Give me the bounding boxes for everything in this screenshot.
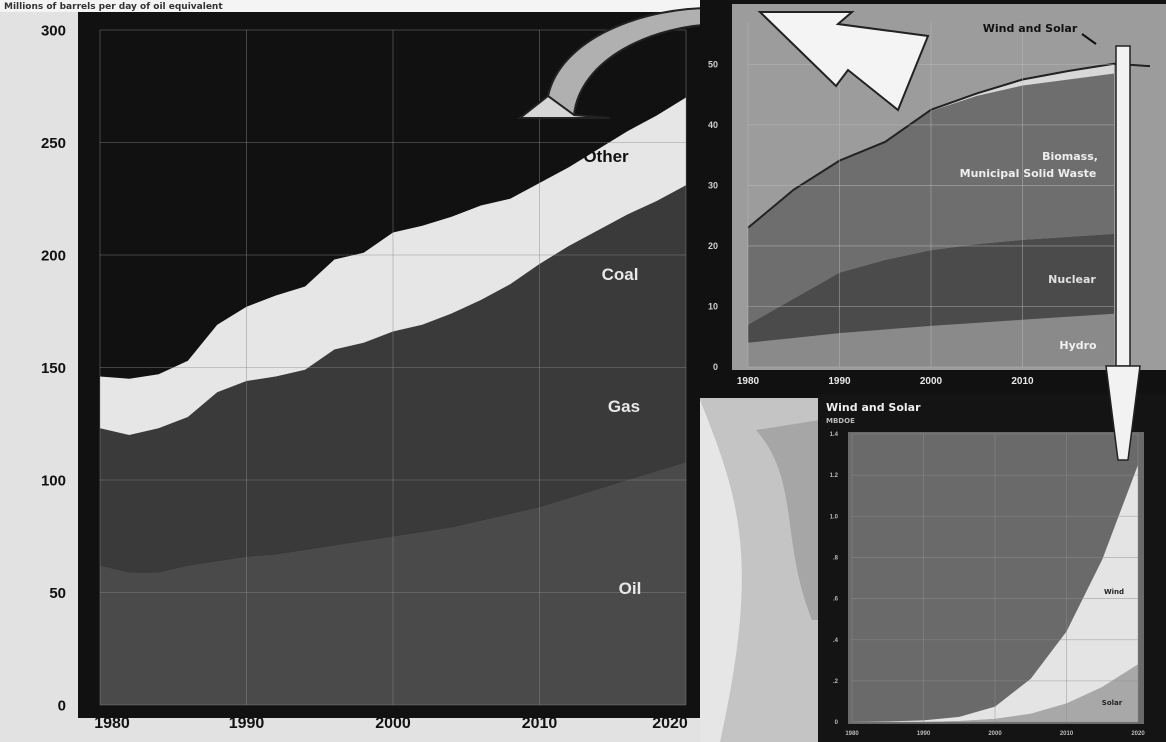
connector-arrow-head: [517, 94, 611, 119]
x-tick-label: 1980: [845, 731, 859, 737]
x-tick-label: 2000: [920, 376, 943, 387]
inset1-y-tick-labels: 0 10 20 30 40 50: [708, 60, 718, 373]
y-tick-label: 300: [41, 22, 66, 39]
x-tick-label: 1990: [229, 715, 265, 732]
y-tick-label: 0: [58, 697, 66, 714]
down-arrow-shaft: [1115, 45, 1131, 367]
label-coal: Coal: [602, 265, 639, 284]
inset-other-breakdown: 0 10 20 30 40 50 1980 1990 2000 2010 Wind and So…: [700, 0, 1166, 398]
x-tick-label: 2020: [652, 715, 688, 732]
x-tick-label: 1980: [94, 715, 130, 732]
label-biomass-line2: Municipal Solid Waste: [960, 167, 1097, 180]
y-tick-label: 200: [41, 247, 66, 264]
label-oil: Oil: [619, 579, 642, 598]
x-tick-label: 2020: [1131, 731, 1145, 737]
y-tick-label: .4: [833, 638, 839, 644]
y-tick-label: 20: [708, 241, 718, 251]
y-tick-label: 30: [708, 181, 718, 191]
x-tick-label: 2010: [1060, 731, 1074, 737]
main-series-labels: Other Coal Gas Oil: [583, 147, 641, 598]
label-gas: Gas: [608, 397, 640, 416]
inset2-y-tick-labels: 0 .2 .4 .6 .8 1.0 1.2 1.4: [830, 432, 839, 726]
y-tick-label: 150: [41, 360, 66, 377]
main-gridlines: [99, 29, 687, 706]
x-tick-label: 2010: [522, 715, 558, 732]
label-biomass-line1: Biomass,: [1042, 150, 1098, 163]
main-y-tick-labels: 0 50 100 150 200 250 300: [41, 22, 66, 714]
label-biomass: Biomass, Municipal Solid Waste: [960, 150, 1098, 180]
label-nuclear: Nuclear: [1048, 273, 1096, 286]
inset2-title: Wind and Solar: [826, 401, 921, 414]
inset-wind-solar: Wind and Solar MBDOE 0.2.4.6.81.01.21.4 …: [818, 394, 1166, 742]
y-tick-label: 40: [708, 120, 718, 130]
inset2-subtitle: MBDOE: [826, 417, 855, 425]
label-hydro: Hydro: [1059, 339, 1097, 352]
y-tick-label: .8: [833, 556, 839, 562]
y-tick-label: 100: [41, 472, 66, 489]
wind-solar-edge-line: [747, 62, 1151, 229]
label-other: Other: [583, 147, 629, 166]
y-tick-label: 50: [708, 60, 718, 70]
y-tick-label: .6: [833, 597, 839, 603]
y-tick-label: 0: [835, 720, 839, 726]
label-solar: Solar: [1102, 699, 1123, 707]
decorative-texture-swirl: [700, 400, 742, 742]
y-tick-label: 250: [41, 135, 66, 152]
wind-solar-pointer: [1081, 33, 1097, 45]
down-arrow-head: [1105, 365, 1141, 461]
y-tick-label: 50: [49, 585, 66, 602]
inset1-overlay-arrow: [757, 11, 930, 112]
y-tick-label: 1.4: [830, 432, 839, 438]
inset2-gridlines: [851, 433, 1139, 723]
inset2-x-tick-labels: 1980 1990 2000 2010 2020: [845, 731, 1145, 737]
inset1-x-tick-labels: 1980 1990 2000 2010: [737, 376, 1034, 387]
label-wind-and-solar: Wind and Solar: [983, 22, 1078, 35]
main-x-tick-labels: 1980 1990 2000 2010 2020: [94, 715, 688, 732]
y-tick-label: 10: [708, 302, 718, 312]
x-tick-label: 2000: [988, 731, 1002, 737]
x-tick-label: 2010: [1011, 376, 1034, 387]
label-wind: Wind: [1104, 588, 1124, 596]
x-tick-label: 1980: [737, 376, 760, 387]
y-tick-label: .2: [833, 679, 839, 685]
down-arrow: [1105, 45, 1141, 461]
decorative-texture-swirl-2: [756, 420, 820, 620]
y-tick-label: 0: [713, 362, 718, 372]
x-tick-label: 2000: [375, 715, 411, 732]
y-tick-label: 1.0: [830, 514, 839, 520]
header-text: Millions of barrels per day of oil equiv…: [4, 2, 223, 12]
x-tick-label: 1990: [917, 731, 931, 737]
x-tick-label: 1990: [828, 376, 851, 387]
y-tick-label: 1.2: [830, 473, 839, 479]
